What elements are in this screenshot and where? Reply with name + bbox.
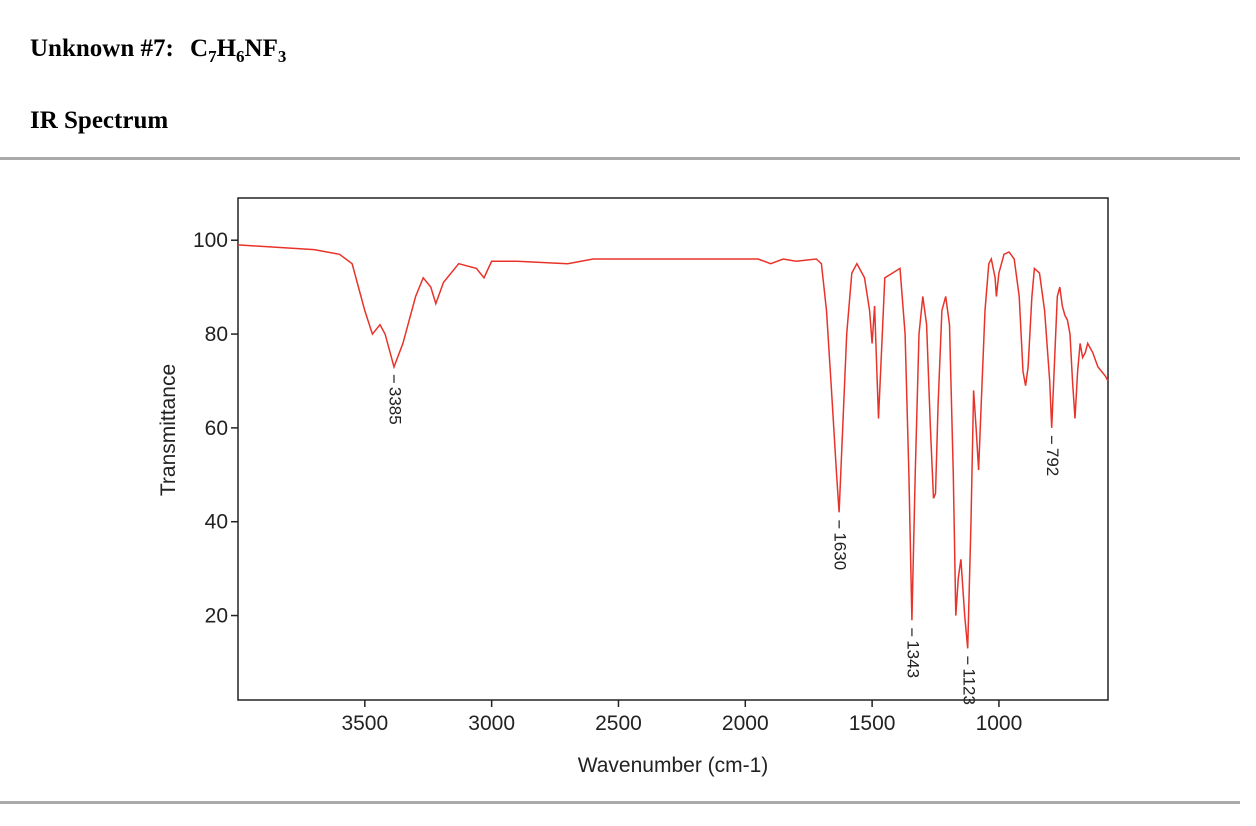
formula-part: H [217, 35, 237, 62]
spectrum-line [237, 244, 1109, 649]
y-axis-title: Transmittance [157, 364, 180, 496]
plot-frame [237, 197, 1109, 701]
x-axis-title: Wavenumber (cm-1) [578, 754, 769, 777]
x-tick-label: 2500 [595, 712, 642, 735]
x-tick-label: 1500 [849, 712, 896, 735]
formula-part: NF [245, 35, 278, 62]
y-tick-label: 60 [205, 417, 228, 440]
formula-part: C [190, 35, 208, 62]
y-tick-label: 80 [205, 323, 228, 346]
peak-label: 1123 [959, 668, 978, 705]
y-tick-label: 100 [193, 229, 228, 252]
y-tick-label: 20 [205, 605, 228, 628]
peak-label: 792 [1043, 448, 1062, 476]
peak-label: 1343 [903, 640, 922, 678]
rule [0, 157, 1240, 160]
formula-subscript: 7 [208, 47, 217, 66]
subtitle: IR Spectrum [30, 107, 168, 134]
peak-label: 1630 [831, 532, 850, 570]
formula-subscript: 6 [236, 47, 245, 66]
x-tick-label: 3500 [341, 712, 388, 735]
formula-subscript: 3 [278, 47, 287, 66]
x-tick-label: 3000 [468, 712, 515, 735]
x-tick-label: 1000 [976, 712, 1023, 735]
title: Unknown #7: [30, 35, 174, 62]
formula: C7H6NF3 [190, 35, 286, 66]
y-tick-label: 40 [205, 511, 228, 534]
peak-label: 3385 [386, 387, 405, 425]
x-tick-label: 2000 [722, 712, 769, 735]
rule [0, 801, 1240, 804]
